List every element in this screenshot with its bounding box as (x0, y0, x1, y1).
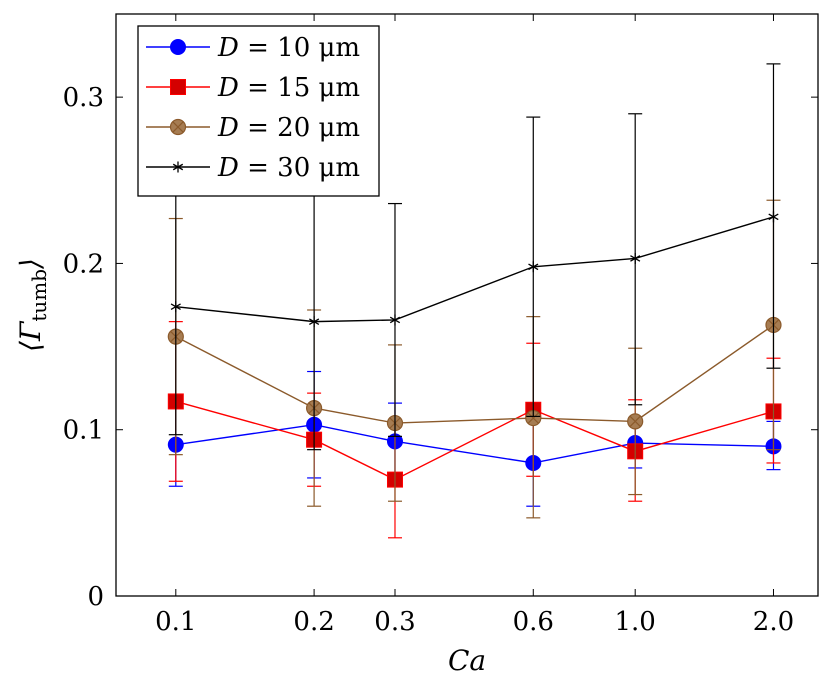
y-axis-label: ⟨Γtumb⟩ (14, 258, 51, 352)
marker-spoke (172, 163, 184, 171)
data-point (627, 413, 644, 430)
legend-marker (172, 161, 184, 173)
legend-label-var: D (217, 73, 239, 103)
x-tick-label: 0.3 (374, 607, 415, 637)
legend-entry: D = 30 μm (146, 153, 360, 183)
legend-label-var: D (217, 33, 239, 63)
legend-label: D = 10 μm (217, 33, 360, 63)
x-tick-label: 0.1 (155, 607, 196, 637)
y-axis-label-main: ⟨Γ (14, 320, 47, 352)
marker-cross-b (527, 412, 540, 424)
data-point (630, 252, 641, 264)
marker-shape (170, 79, 186, 95)
legend-marker (170, 79, 186, 95)
marker-spoke (170, 303, 181, 310)
legend-entry: D = 10 μm (146, 33, 360, 63)
x-tick-label: 0.6 (513, 607, 554, 637)
plot-frame (115, 13, 819, 597)
data-point (528, 261, 539, 273)
data-point (170, 301, 181, 313)
y-tick-label: 0.2 (63, 249, 104, 279)
data-point (525, 409, 542, 427)
x-tick-label: 0.2 (293, 607, 334, 637)
legend-label: D = 20 μm (217, 113, 360, 143)
y-tick-label: 0.1 (63, 416, 104, 446)
legend-label-var: D (217, 153, 239, 183)
legend-label-var: D (217, 113, 239, 143)
data-point (309, 316, 320, 328)
legend-label-rest: = 15 μm (239, 73, 360, 103)
legend-label: D = 30 μm (217, 153, 360, 183)
data-point (768, 211, 779, 223)
series-line (175, 424, 774, 464)
series-layer (167, 63, 782, 539)
y-axis-label-sub: tumb (27, 269, 51, 322)
series-line (175, 324, 774, 424)
data-point (389, 314, 401, 326)
x-tick-label: 2.0 (753, 607, 794, 637)
legend-entry: D = 20 μm (146, 113, 360, 143)
marker-spoke (630, 255, 641, 262)
x-tick-label: 1.0 (615, 607, 656, 637)
marker-shape (170, 39, 186, 55)
marker-spoke (389, 316, 401, 324)
ticks-layer: 0.1 0.2 0.3 0.6 1.0 2.0 0 0.1 0.2 0.3 (63, 14, 818, 637)
legend-marker (170, 39, 186, 55)
marker-cross-b (629, 415, 641, 428)
legend-label-rest: = 30 μm (239, 153, 360, 183)
marker-cross-b (172, 121, 184, 133)
legend: D = 10 μmD = 15 μmD = 20 μmD = 30 μm (137, 25, 380, 197)
marker-spoke (309, 318, 320, 325)
y-tick-label: 0.3 (63, 83, 104, 113)
legend-label: D = 15 μm (217, 73, 360, 103)
marker-spoke (768, 213, 779, 221)
series-2 (167, 321, 782, 539)
marker-spoke (528, 263, 539, 271)
y-tick-label: 0 (87, 582, 104, 612)
x-axis-label: Ca (448, 644, 486, 677)
series-line (175, 400, 774, 481)
legend-label-rest: = 10 μm (239, 33, 360, 63)
series-3 (167, 199, 782, 519)
legend-marker (169, 118, 187, 136)
series-line (175, 216, 774, 323)
y-axis-label-close: ⟩ (14, 258, 47, 270)
legend-entry: D = 15 μm (146, 73, 360, 103)
legend-label-rest: = 20 μm (239, 113, 360, 143)
series-4 (168, 63, 781, 451)
